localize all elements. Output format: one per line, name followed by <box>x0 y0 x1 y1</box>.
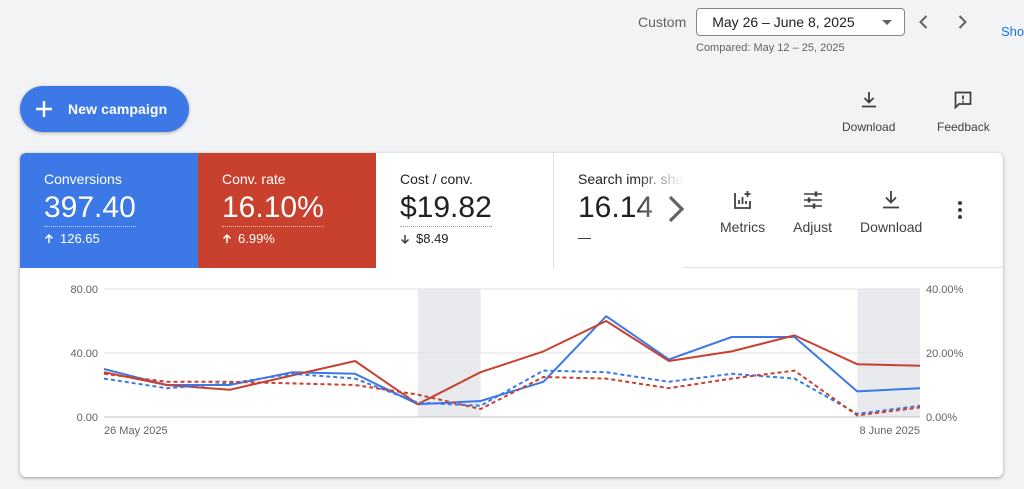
metric-tile-search-impr-share[interactable]: Search impr. share 16.14 — <box>554 153 684 268</box>
new-campaign-label: New campaign <box>68 101 168 117</box>
series-line-1 <box>103 315 921 406</box>
arrow-down-icon <box>400 234 410 244</box>
feedback-label: Feedback <box>937 120 990 134</box>
top-download-label: Download <box>842 120 896 134</box>
chart-area: 80.00 40.00% 40.00 20.00% 0.00 0.00% 26 May 20… <box>20 269 1003 477</box>
metric-value: 16.10% <box>222 191 324 227</box>
download-icon <box>883 191 900 209</box>
next-period-button[interactable] <box>943 8 981 36</box>
metric-delta: $8.49 <box>400 231 553 246</box>
show-link[interactable]: Sho <box>1001 24 1024 39</box>
series-line-4 <box>103 369 921 417</box>
arrow-up-icon <box>222 233 232 243</box>
caret-down-icon <box>882 19 893 25</box>
metric-delta-value: 6.99% <box>238 231 275 246</box>
y-left-tick-label: 80.00 <box>70 284 98 296</box>
chevron-right-icon <box>959 15 968 29</box>
feedback-icon <box>954 91 972 110</box>
top-download-button[interactable]: Download <box>842 90 895 134</box>
date-mode-label: Custom <box>638 14 687 30</box>
more-vert-icon[interactable] <box>950 199 970 221</box>
series-line-3 <box>103 369 921 415</box>
metric-tile-conversions[interactable]: Conversions 397.40 126.65 <box>20 153 198 268</box>
compared-period: Compared: May 12 – 25, 2025 <box>696 42 845 54</box>
line-chart: 80.00 40.00% 40.00 20.00% 0.00 0.00% 26 May 20… <box>70 284 964 437</box>
plus-icon <box>36 101 52 117</box>
date-range-value: May 26 – June 8, 2025 <box>712 14 855 30</box>
metric-value: $19.82 <box>400 191 492 227</box>
adjust-label: Adjust <box>793 219 833 235</box>
bar-chart-add-icon <box>733 191 751 209</box>
chart-download-label: Download <box>860 219 923 235</box>
metric-label: Conversions <box>44 171 122 187</box>
metric-delta: 6.99% <box>222 231 376 246</box>
metrics-row: Conversions 397.40 126.65 Conv. rate 16.… <box>20 153 1003 268</box>
date-range-select[interactable]: May 26 – June 8, 2025 <box>696 8 906 36</box>
metric-delta-value: — <box>578 230 591 245</box>
metric-delta: — <box>578 230 684 245</box>
chart-download-button[interactable]: Download <box>860 189 922 235</box>
x-tick-label: 26 May 2025 <box>104 425 168 437</box>
y-left-tick-label: 40.00 <box>70 348 98 360</box>
metric-tile-cost-per-conv[interactable]: Cost / conv. $19.82 $8.49 <box>376 153 554 268</box>
download-icon <box>861 92 876 108</box>
chart-tools: Metrics Adjust Download <box>720 189 970 235</box>
metric-label: Conv. rate <box>222 171 286 187</box>
new-campaign-button[interactable]: New campaign <box>20 86 189 132</box>
tune-icon <box>803 191 822 209</box>
performance-card: Conversions 397.40 126.65 Conv. rate 16.… <box>20 153 1003 477</box>
feedback-button[interactable]: Feedback <box>937 90 990 134</box>
arrow-up-icon <box>44 233 54 243</box>
metric-delta-value: 126.65 <box>60 231 100 246</box>
metrics-label: Metrics <box>720 219 766 235</box>
previous-period-button[interactable] <box>905 8 943 36</box>
adjust-button[interactable]: Adjust <box>793 189 832 235</box>
chevron-left-icon <box>919 15 928 29</box>
metric-label: Cost / conv. <box>400 171 473 187</box>
metric-value: 397.40 <box>44 191 136 227</box>
y-left-tick-label: 0.00 <box>77 412 98 424</box>
date-range-area: Custom May 26 – June 8, 2025 Compared: M… <box>638 8 981 54</box>
metrics-button[interactable]: Metrics <box>720 189 765 235</box>
metric-delta: 126.65 <box>44 231 198 246</box>
overflow-fade <box>634 153 684 268</box>
y-right-tick-label: 40.00% <box>926 284 964 296</box>
x-tick-label: 8 June 2025 <box>859 425 920 437</box>
y-right-tick-label: 20.00% <box>926 348 964 360</box>
metric-tile-conv-rate[interactable]: Conv. rate 16.10% 6.99% <box>198 153 376 268</box>
metric-delta-value: $8.49 <box>416 231 449 246</box>
scroll-metrics-right-icon[interactable] <box>660 193 692 225</box>
y-right-tick-label: 0.00% <box>926 412 957 424</box>
series-line-2 <box>103 320 921 406</box>
